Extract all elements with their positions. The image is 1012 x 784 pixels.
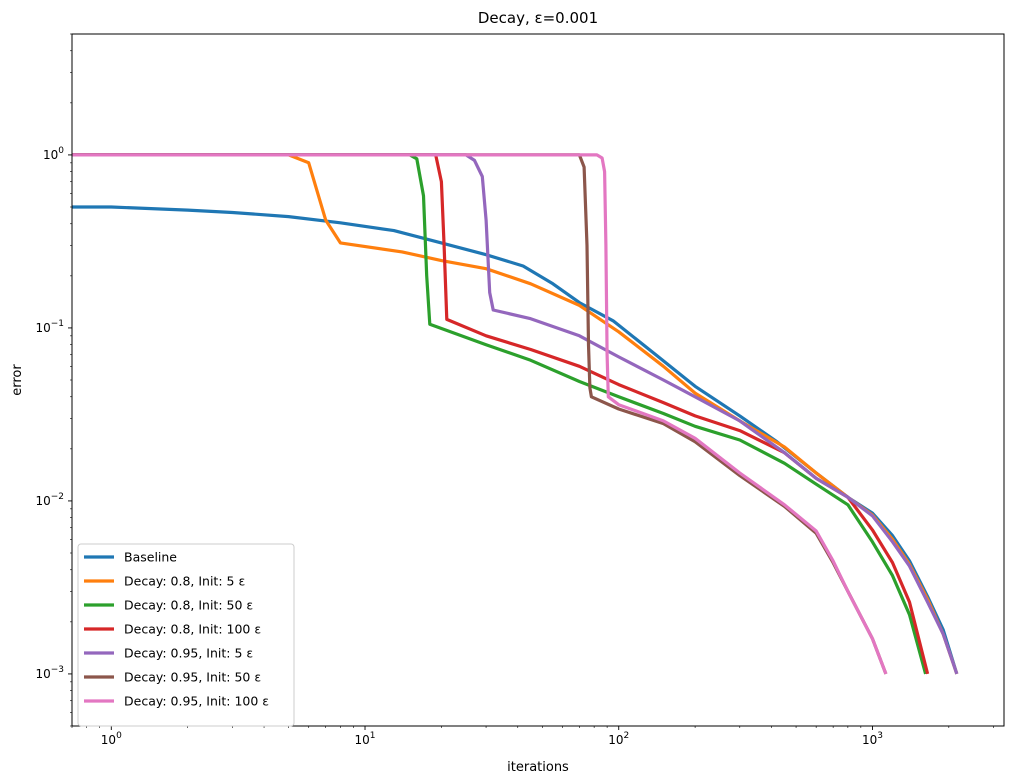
x-axis-label: iterations <box>507 760 569 775</box>
y-tick-label: 10−2 <box>35 492 64 508</box>
legend: Baseline Decay: 0.8, Init: 5 ε Decay: 0.8,… <box>77 543 295 727</box>
x-axis: 100 101 102 103 <box>71 726 994 747</box>
legend-label: Decay: 0.95, Init: 100 ε <box>124 694 269 709</box>
legend-label: Decay: 0.8, Init: 100 ε <box>124 622 261 637</box>
y-tick-label: 100 <box>43 146 64 162</box>
legend-label: Decay: 0.8, Init: 5 ε <box>124 574 245 589</box>
x-tick-label: 102 <box>608 731 629 747</box>
legend-label: Decay: 0.8, Init: 50 ε <box>124 598 253 613</box>
x-tick-label: 103 <box>862 731 883 747</box>
legend-box <box>77 543 295 727</box>
series-line-1 <box>72 205 959 675</box>
y-axis-label: error <box>10 364 25 396</box>
y-tick-label: 10−1 <box>35 319 64 335</box>
legend-label: Baseline <box>124 550 177 565</box>
legend-label: Decay: 0.95, Init: 50 ε <box>124 670 261 685</box>
series-layer <box>72 153 959 675</box>
x-tick-label: 101 <box>355 731 376 747</box>
y-axis: 10−3 10−2 10−1 100 <box>35 33 72 727</box>
chart-title: Decay, ε=0.001 <box>478 9 598 27</box>
series-line-7 <box>72 153 888 675</box>
series-line-5 <box>72 153 959 675</box>
x-tick-label: 100 <box>101 731 122 747</box>
series-line-3 <box>72 153 928 675</box>
legend-label: Decay: 0.95, Init: 5 ε <box>124 646 253 661</box>
series-line-4 <box>72 153 930 675</box>
y-tick-label: 10−3 <box>35 665 64 681</box>
